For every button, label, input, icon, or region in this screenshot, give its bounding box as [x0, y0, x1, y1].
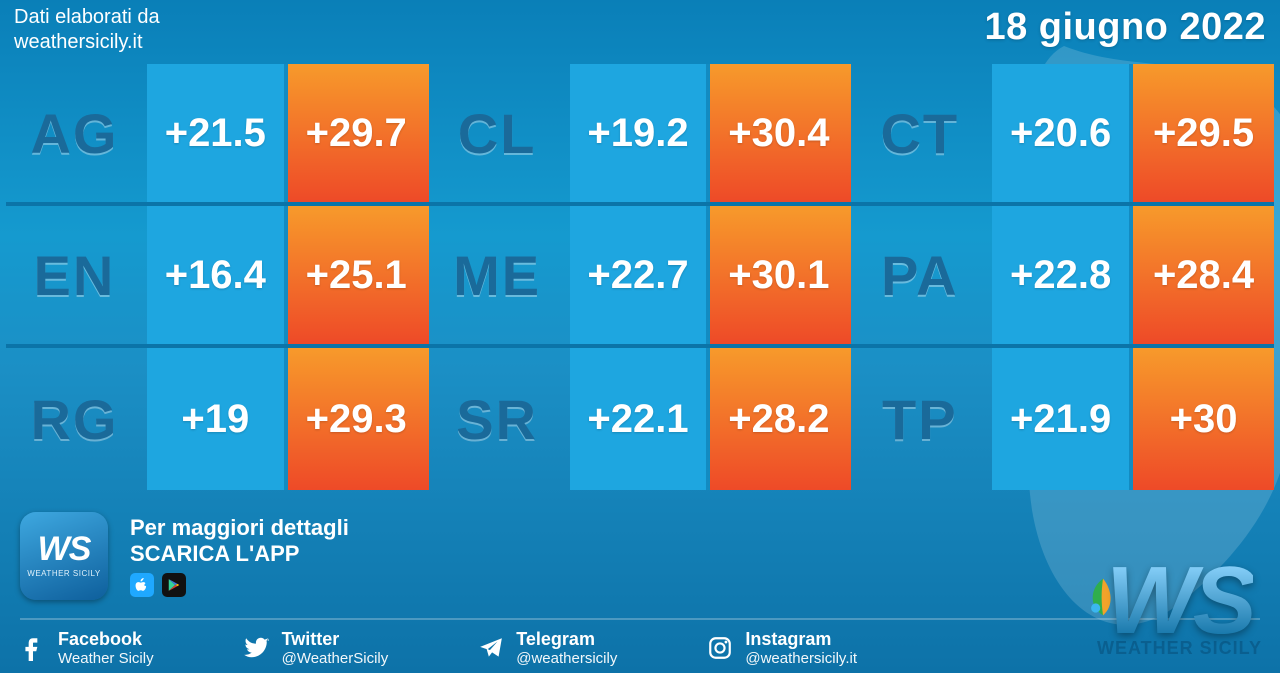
- province-code: SR: [429, 348, 570, 490]
- province-code: TP: [851, 348, 992, 490]
- brand-mark: WS: [38, 534, 91, 565]
- social-name: Telegram: [516, 630, 617, 650]
- temp-min: +16.4: [147, 206, 288, 344]
- temp-min: +20.6: [992, 64, 1133, 202]
- appstore-icon: [130, 573, 154, 597]
- promo-line1: Per maggiori dettagli: [130, 515, 349, 541]
- province-code: RG: [6, 348, 147, 490]
- app-badge: WS WEATHER SICILY: [20, 512, 108, 600]
- social-handle: @WeatherSicily: [282, 650, 389, 667]
- temp-max: +29.5: [1133, 64, 1274, 202]
- facebook-icon: [20, 635, 46, 661]
- temp-min: +22.8: [992, 206, 1133, 344]
- date: 18 giugno 2022: [984, 6, 1266, 49]
- brand-mark-large: WS: [1106, 560, 1253, 642]
- social-handle: Weather Sicily: [58, 650, 154, 667]
- table-row: EN+16.4+25.1ME+22.7+30.1PA+22.8+28.4: [6, 206, 1274, 348]
- social-facebook: FacebookWeather Sicily: [20, 630, 154, 667]
- temp-max: +29.3: [288, 348, 429, 490]
- app-promo: WS WEATHER SICILY Per maggiori dettagli …: [20, 512, 1260, 600]
- temp-max: +28.2: [710, 348, 851, 490]
- social-name: Facebook: [58, 630, 154, 650]
- temp-max: +29.7: [288, 64, 429, 202]
- brand-subtext: WEATHER SICILY: [27, 569, 100, 578]
- social-telegram: Telegram@weathersicily: [478, 630, 617, 667]
- source-block: Dati elaborati da weathersicily.it: [14, 6, 160, 54]
- playstore-icon: [162, 573, 186, 597]
- twitter-icon: [244, 635, 270, 661]
- temp-max: +30.1: [710, 206, 851, 344]
- temp-max: +25.1: [288, 206, 429, 344]
- brand-logo-large: WS WEATHER SICILY: [1097, 560, 1262, 659]
- social-links: FacebookWeather Sicily Twitter@WeatherSic…: [20, 618, 1260, 667]
- social-name: Instagram: [745, 630, 857, 650]
- province-code: EN: [6, 206, 147, 344]
- temp-min: +19: [147, 348, 288, 490]
- temperature-grid: AG+21.5+29.7CL+19.2+30.4CT+20.6+29.5EN+1…: [6, 64, 1274, 490]
- social-twitter: Twitter@WeatherSicily: [244, 630, 389, 667]
- source-line1: Dati elaborati da: [14, 6, 160, 29]
- temp-min: +22.1: [570, 348, 711, 490]
- social-handle: @weathersicily: [516, 650, 617, 667]
- province-code: ME: [429, 206, 570, 344]
- temp-max: +30: [1133, 348, 1274, 490]
- temp-min: +22.7: [570, 206, 711, 344]
- social-instagram: Instagram@weathersicily.it: [707, 630, 857, 667]
- province-code: AG: [6, 64, 147, 202]
- temp-min: +21.5: [147, 64, 288, 202]
- temp-max: +30.4: [710, 64, 851, 202]
- promo-line2: SCARICA L'APP: [130, 541, 349, 567]
- temp-max: +28.4: [1133, 206, 1274, 344]
- province-code: PA: [851, 206, 992, 344]
- store-icons: [130, 573, 349, 597]
- instagram-icon: [707, 635, 733, 661]
- telegram-icon: [478, 635, 504, 661]
- temp-min: +21.9: [992, 348, 1133, 490]
- social-handle: @weathersicily.it: [745, 650, 857, 667]
- source-line2: weathersicily.it: [14, 31, 160, 54]
- table-row: AG+21.5+29.7CL+19.2+30.4CT+20.6+29.5: [6, 64, 1274, 206]
- table-row: RG+19+29.3SR+22.1+28.2TP+21.9+30: [6, 348, 1274, 490]
- app-promo-text: Per maggiori dettagli SCARICA L'APP: [130, 515, 349, 597]
- temp-min: +19.2: [570, 64, 711, 202]
- province-code: CT: [851, 64, 992, 202]
- province-code: CL: [429, 64, 570, 202]
- header: Dati elaborati da weathersicily.it 18 gi…: [14, 6, 1266, 54]
- social-name: Twitter: [282, 630, 389, 650]
